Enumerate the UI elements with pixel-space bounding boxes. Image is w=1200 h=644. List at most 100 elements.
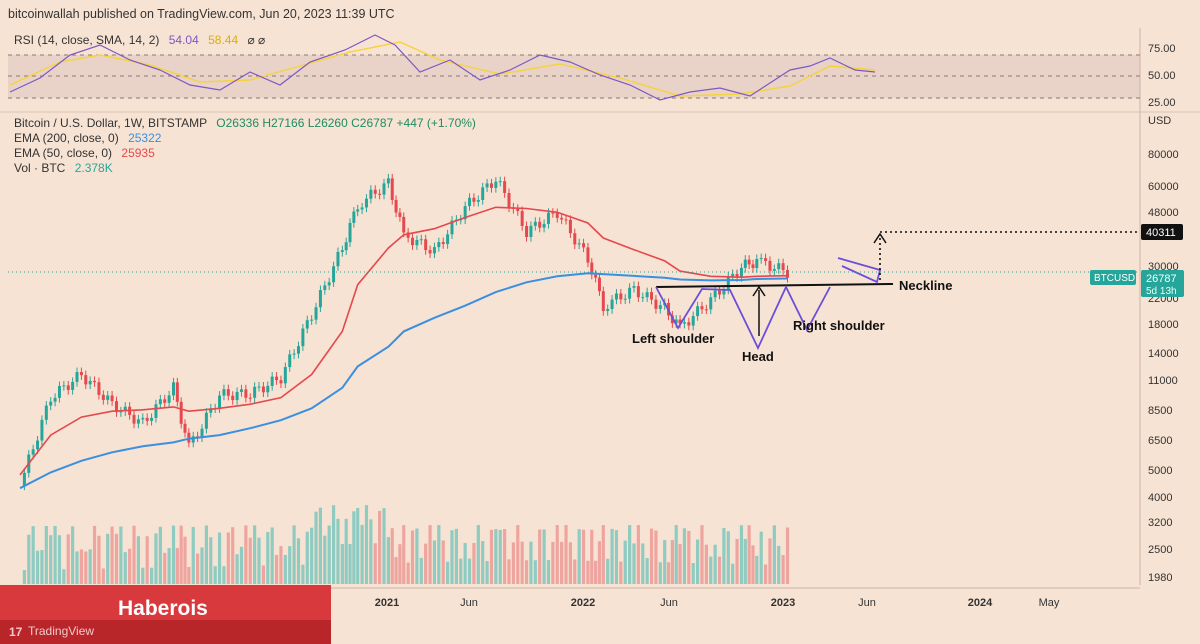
candle-body (573, 233, 577, 245)
candle-body (204, 412, 208, 429)
volume-bar (288, 546, 292, 584)
volume-bar (274, 554, 279, 584)
volume-bar (516, 525, 520, 584)
candle-body (726, 276, 730, 290)
candle-body (318, 290, 322, 308)
volume-bar (179, 525, 183, 584)
candle-body (283, 367, 287, 384)
volume-bar (494, 529, 498, 584)
time-axis-label: 2021 (375, 597, 399, 609)
time-axis-label: 2022 (571, 597, 595, 609)
candle-body (119, 411, 123, 413)
volume-bar (551, 541, 555, 584)
volume-bar (270, 527, 274, 584)
volume-bar (331, 505, 336, 584)
volume-bar (31, 526, 35, 584)
volume-bar (485, 560, 489, 584)
volume-bar (410, 530, 415, 584)
candle-body (222, 389, 226, 396)
rsi-settings-icon[interactable]: ⌀ ⌀ (247, 33, 266, 47)
volume-bar (27, 534, 31, 584)
volume-bar (75, 551, 79, 584)
volume-bar (463, 543, 467, 584)
rsi-tick-label: 75.00 (1148, 43, 1176, 55)
volume-bar (145, 536, 149, 584)
volume-bar (759, 531, 763, 584)
volume-bar (717, 556, 722, 584)
ema200-value: 25322 (128, 131, 162, 145)
volume-bar (632, 543, 636, 584)
candle-body (167, 395, 171, 403)
target-price-badge (1141, 224, 1183, 240)
candle-body (450, 220, 454, 235)
candle-body (235, 391, 239, 401)
volume-bar (459, 558, 463, 584)
volume-bar (722, 528, 726, 584)
ema200-label: EMA (200, close, 0) (14, 131, 119, 145)
volume-bar (53, 526, 57, 584)
ema200-line (19, 272, 788, 490)
volume-legend: Vol · BTC 2.378K (14, 160, 113, 176)
volume-bar (187, 566, 191, 584)
volume-bar (691, 563, 695, 584)
volume-bar (682, 528, 687, 584)
candle-body (768, 260, 772, 271)
volume-bar (450, 530, 454, 584)
rsi-panel (9, 34, 876, 101)
price-axis-unit: USD (1148, 115, 1171, 127)
volume-bar (136, 536, 141, 584)
candle-body (722, 289, 726, 295)
candle-body (619, 293, 623, 300)
volume-bar (283, 554, 287, 584)
volume-bar (467, 558, 472, 584)
price-tick-label: 3200 (1148, 517, 1172, 529)
volume-bar (709, 556, 713, 584)
candle-body (533, 221, 537, 226)
candle-body (551, 212, 555, 214)
candle-body (601, 291, 605, 312)
candle-body (141, 417, 145, 420)
volume-bar (511, 542, 515, 584)
volume-bar (114, 533, 119, 584)
volume-bar (344, 518, 348, 584)
candle-body (390, 178, 394, 200)
volume-bar (424, 543, 428, 584)
volume-bar (781, 555, 785, 584)
candle-body (344, 242, 348, 251)
candle-body (582, 243, 586, 248)
candle-body (279, 380, 283, 384)
neckline-line (655, 283, 894, 288)
volume-bar (222, 566, 226, 584)
tradingview-label[interactable]: TradingView (28, 624, 95, 638)
volume-bar (360, 524, 364, 584)
candle-body (709, 297, 713, 310)
volume-bar (695, 539, 700, 584)
time-axis-label: Jun (460, 597, 478, 609)
price-legend: Bitcoin / U.S. Dollar, 1W, BITSTAMP O263… (14, 115, 476, 131)
volume-bar (419, 557, 423, 584)
target-arrow-head (873, 232, 887, 244)
volume-bar (158, 526, 162, 584)
candle-body (419, 239, 423, 241)
volume-bar (415, 528, 419, 584)
volume-bar (154, 533, 158, 584)
volume-bar (292, 525, 296, 584)
candle-body (476, 199, 480, 202)
time-axis-label: Jun (660, 597, 678, 609)
ema50-line (19, 206, 788, 476)
volume-bar (92, 525, 97, 584)
volume-bar (382, 508, 386, 584)
volume-bar (546, 560, 551, 584)
axes: USD8000060000480003000022000180001400011… (8, 43, 1184, 609)
candle-body (468, 197, 472, 207)
candle-body (555, 213, 559, 218)
volume-bar (301, 564, 305, 584)
volume-bar (623, 540, 627, 584)
candle-body (44, 405, 48, 420)
volume-bar (204, 525, 208, 584)
candle-body (394, 199, 398, 213)
candle-body (132, 414, 136, 424)
candle-body (378, 193, 382, 195)
volume-bar (670, 540, 674, 584)
time-axis-label: 2024 (968, 597, 993, 609)
